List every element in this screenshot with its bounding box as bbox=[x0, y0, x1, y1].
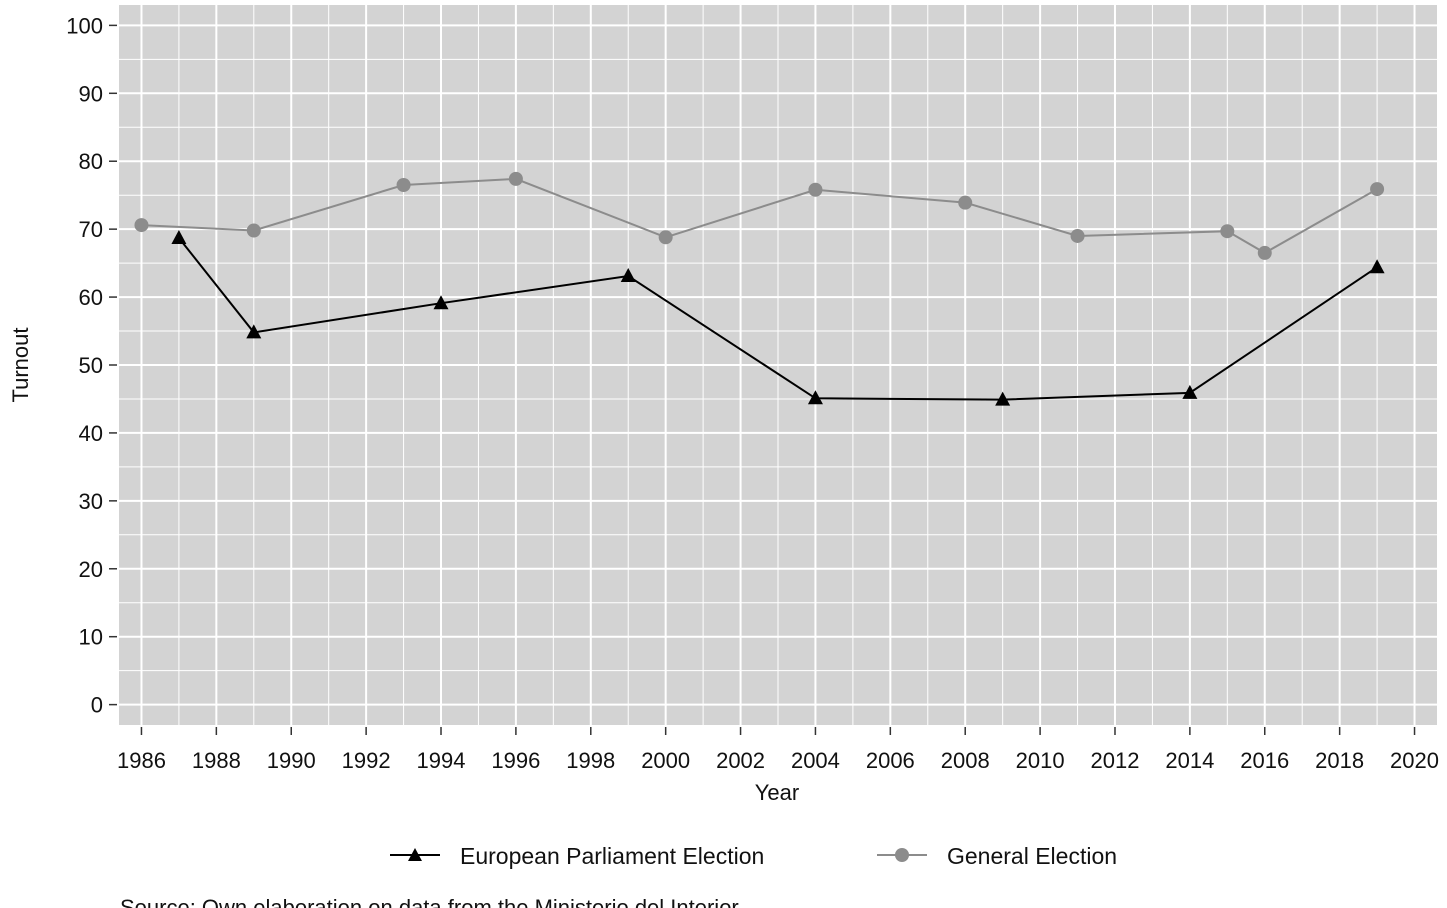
data-point-circle bbox=[134, 218, 149, 233]
y-tick-label: 80 bbox=[79, 149, 103, 174]
data-point-circle bbox=[1257, 245, 1272, 260]
data-point-triangle bbox=[1369, 259, 1385, 274]
data-point-triangle bbox=[620, 268, 636, 283]
x-tick-label: 1986 bbox=[117, 748, 166, 773]
series-line bbox=[178, 237, 1378, 401]
x-tick-label: 2018 bbox=[1315, 748, 1364, 773]
data-point-circle bbox=[396, 178, 411, 192]
y-tick-label: 10 bbox=[79, 625, 103, 650]
axes: 0 10 20 30 40 50 60 70 80 90 100 1986 1988 1990 1992 19… bbox=[66, 13, 1439, 773]
y-tick-label: 90 bbox=[79, 81, 103, 106]
y-tick-label: 60 bbox=[79, 285, 103, 310]
data-point-triangle bbox=[995, 391, 1011, 406]
data-point-circle bbox=[1220, 224, 1235, 239]
y-tick-label: 30 bbox=[79, 489, 103, 514]
x-tick-label: 1994 bbox=[417, 748, 466, 773]
x-tick-label: 2020 bbox=[1390, 748, 1439, 773]
y-tick-label: 100 bbox=[66, 13, 103, 38]
series-general-election bbox=[134, 171, 1385, 260]
x-tick-label: 2000 bbox=[641, 748, 690, 773]
x-tick-label: 2016 bbox=[1240, 748, 1289, 773]
x-tick-label: 2002 bbox=[716, 748, 765, 773]
legend-item-general-election: General Election bbox=[877, 843, 1117, 869]
data-point-triangle bbox=[1182, 384, 1198, 399]
y-tick-label: 50 bbox=[79, 353, 103, 378]
data-point-triangle bbox=[807, 390, 823, 405]
x-tick-label: 2012 bbox=[1091, 748, 1140, 773]
x-tick-label: 2006 bbox=[866, 748, 915, 773]
x-tick-label: 1996 bbox=[491, 748, 540, 773]
source-note: Source: Own elaboration on data from the… bbox=[120, 895, 739, 908]
data-point-circle bbox=[508, 171, 523, 186]
legend-label-european-parliament: European Parliament Election bbox=[460, 843, 764, 869]
legend-triangle-icon bbox=[408, 848, 422, 861]
y-tick-label: 40 bbox=[79, 421, 103, 446]
x-axis-title: Year bbox=[755, 780, 799, 805]
series-european-parliament bbox=[171, 229, 1385, 406]
legend-circle-icon bbox=[895, 848, 909, 862]
x-tick-label: 1998 bbox=[566, 748, 615, 773]
x-tick-label: 1992 bbox=[342, 748, 391, 773]
x-tick-label: 2014 bbox=[1165, 748, 1214, 773]
data-point-circle bbox=[1370, 182, 1385, 197]
x-tick-label: 1988 bbox=[192, 748, 241, 773]
data-point-triangle bbox=[433, 295, 449, 310]
legend: European Parliament Election General Ele… bbox=[390, 843, 1117, 869]
data-point-circle bbox=[246, 223, 261, 238]
y-tick-label: 0 bbox=[91, 693, 103, 718]
data-point-triangle bbox=[246, 324, 262, 339]
data-point-circle bbox=[658, 230, 673, 245]
x-tick-label: 1990 bbox=[267, 748, 316, 773]
data-point-triangle bbox=[171, 229, 187, 244]
data-point-circle bbox=[808, 182, 823, 197]
x-tick-label: 2010 bbox=[1016, 748, 1065, 773]
x-tick-label: 2008 bbox=[941, 748, 990, 773]
legend-item-european-parliament: European Parliament Election bbox=[390, 843, 764, 869]
y-tick-label: 20 bbox=[79, 557, 103, 582]
legend-label-general-election: General Election bbox=[947, 843, 1117, 869]
series-layer bbox=[134, 171, 1385, 406]
y-tick-label: 70 bbox=[79, 217, 103, 242]
data-point-circle bbox=[958, 195, 973, 210]
y-axis-title: Turnout bbox=[8, 327, 33, 402]
data-point-circle bbox=[1070, 228, 1085, 243]
grid-lines bbox=[119, 5, 1437, 725]
x-tick-label: 2004 bbox=[791, 748, 840, 773]
